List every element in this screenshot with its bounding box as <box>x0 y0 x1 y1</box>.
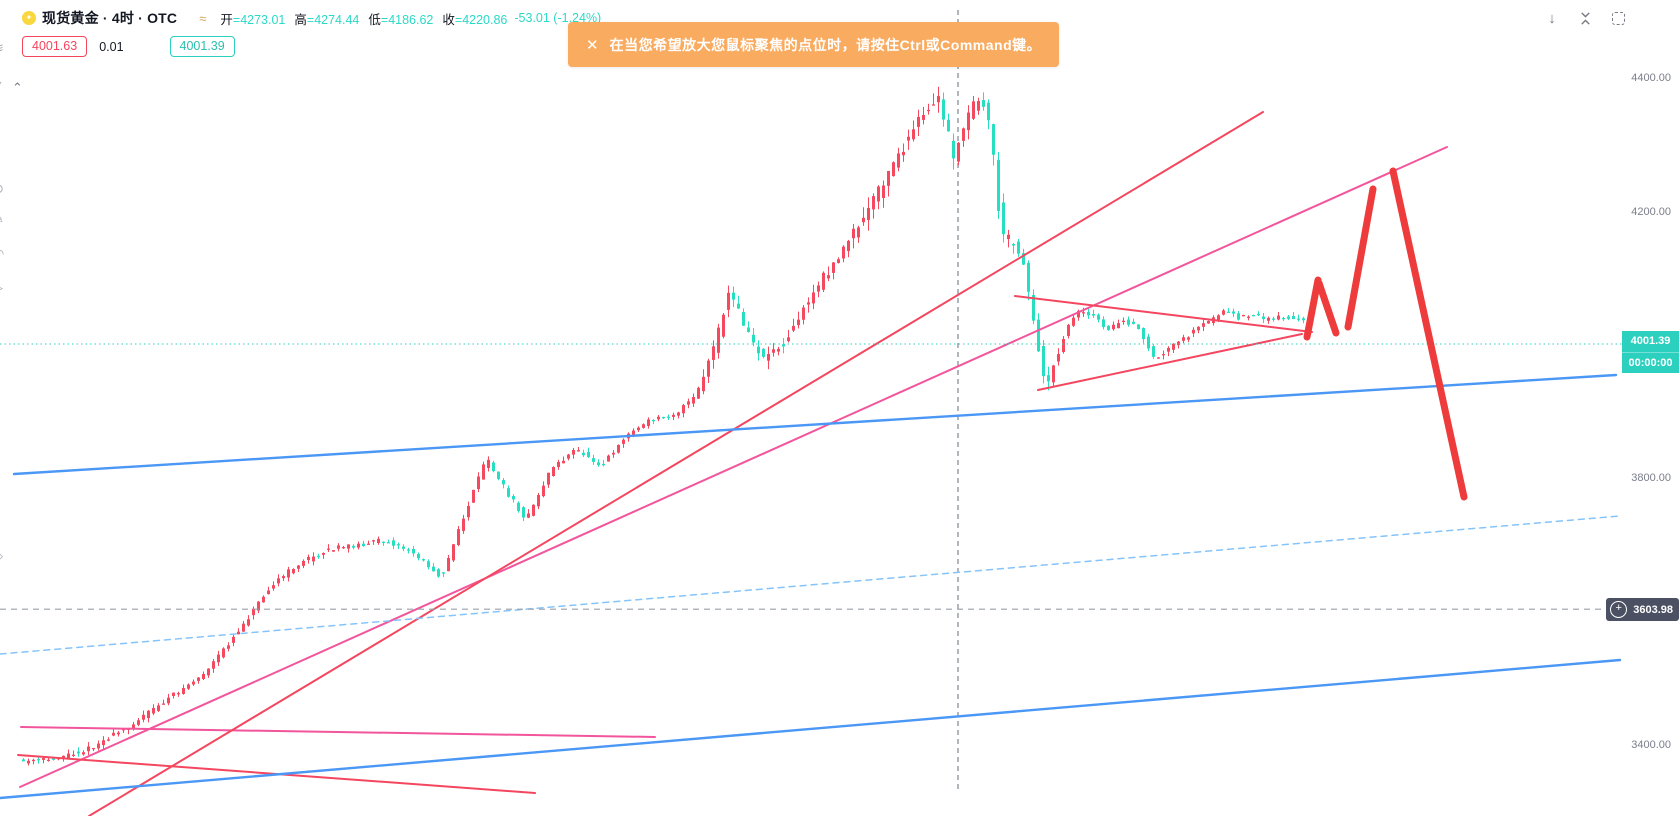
buy-price-button[interactable]: 4001.39 <box>169 36 235 57</box>
current-price-tag: 4001.39 00:00:00 <box>1622 331 1679 374</box>
current-price-value: 4001.39 <box>1622 331 1679 354</box>
ohlc-readout: 开=4273.01 高=4274.44 低=4186.62 收=4220.86 … <box>220 11 602 27</box>
sell-price-button[interactable]: 4001.63 <box>22 36 88 57</box>
banner-close-icon[interactable]: ✕ <box>586 36 599 54</box>
price-scale[interactable] <box>1622 0 1679 816</box>
toolbar-fragment-icon: ⊙ <box>0 181 4 197</box>
low-value: =4186.62 <box>380 12 434 27</box>
collapse-legend-button[interactable]: ⌃ <box>12 80 23 95</box>
toolbar-fragment-icon: ◇ <box>0 548 3 564</box>
collapse-pane-icon[interactable] <box>1576 9 1594 27</box>
close-value: =4220.86 <box>454 12 508 27</box>
alert-price-value: 3603.98 <box>1633 603 1673 616</box>
alert-price-tag: + 3603.98 <box>1606 598 1679 622</box>
toolbar-fragment-icon: ╱ <box>0 82 1 98</box>
symbol-header: ✦ 现货黄金 · 4时 · OTC ≈ 开=4273.01 高=4274.44 … <box>22 7 601 57</box>
toolbar-fragment-icon: ✎ <box>0 211 4 227</box>
banner-message: 在当您希望放大您鼠标聚焦的点位时，请按住Ctrl或Command键。 <box>609 36 1042 53</box>
axis-price-label: 4400.00 <box>1631 72 1671 85</box>
axis-price-label: 3400.00 <box>1631 739 1671 752</box>
axis-price-label: 3800.00 <box>1631 472 1671 485</box>
zoom-hint-banner: ✕ 在当您希望放大您鼠标聚焦的点位时，请按住Ctrl或Command键。 <box>568 22 1060 67</box>
change-value: -53.01 (-1.24%) <box>514 11 602 25</box>
symbol-title[interactable]: 现货黄金 · 4时 · OTC <box>42 10 178 26</box>
spread-value: 0.01 <box>99 39 124 54</box>
open-value: =4273.01 <box>232 12 286 27</box>
download-icon[interactable]: ↓ <box>1548 9 1556 27</box>
fullscreen-icon[interactable] <box>1609 9 1627 27</box>
axis-price-label: 4200.00 <box>1631 205 1671 218</box>
add-alert-icon[interactable]: + <box>1610 601 1628 619</box>
toolbar-fragment-icon: ≋ <box>0 40 4 56</box>
chart-pane-buttons: ↓ <box>1543 9 1627 27</box>
toolbar-fragment-icon: ▷ <box>0 280 3 296</box>
candle-countdown: 00:00:00 <box>1628 357 1673 370</box>
high-value: =4274.44 <box>306 12 360 27</box>
symbol-logo-icon: ✦ <box>22 11 36 25</box>
toolbar-fragment-icon: ◠ <box>0 246 4 262</box>
approx-icon: ≈ <box>199 10 207 26</box>
candles <box>22 86 1305 766</box>
